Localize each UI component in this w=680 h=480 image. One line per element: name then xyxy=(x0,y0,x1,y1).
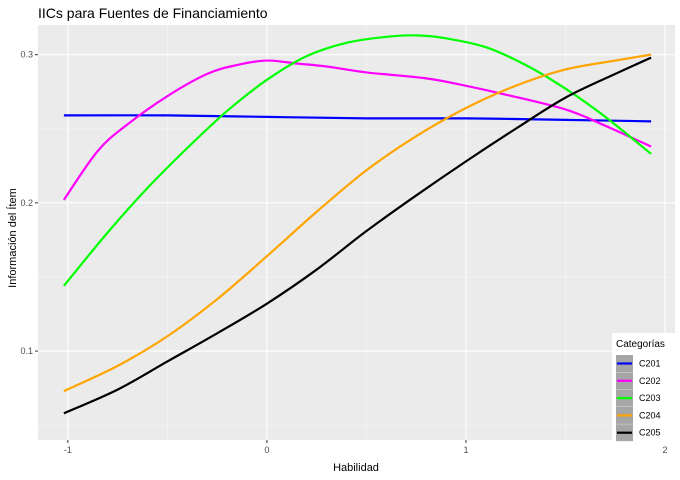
y-tick-label: 0.2 xyxy=(20,198,33,208)
chart-title: IICs para Fuentes de Financiamiento xyxy=(38,5,268,21)
x-tick-label: -1 xyxy=(64,445,72,455)
grid-minor-lines xyxy=(38,25,675,440)
series-line-c204 xyxy=(63,53,652,393)
x-axis-label: Habilidad xyxy=(333,462,379,474)
series-line-c202 xyxy=(62,59,652,201)
legend-label-c205: C205 xyxy=(639,428,661,438)
plot-panel xyxy=(38,25,675,440)
series-lines xyxy=(62,34,652,415)
series-line-c201 xyxy=(63,114,652,123)
y-axis: 0.1 0.2 0.3 xyxy=(20,50,38,356)
legend-label-c203: C203 xyxy=(639,393,661,403)
legend-title: Categorías xyxy=(616,339,665,350)
y-axis-label: Información del Ítem xyxy=(6,188,19,288)
x-tick-label: 0 xyxy=(264,445,269,455)
series-line-c205 xyxy=(63,56,652,415)
x-tick-label: 2 xyxy=(663,445,668,455)
x-axis: -1 0 1 2 xyxy=(64,440,668,455)
legend-label-c201: C201 xyxy=(639,359,661,369)
x-tick-label: 1 xyxy=(463,445,468,455)
legend-label-c204: C204 xyxy=(639,410,661,420)
y-tick-label: 0.1 xyxy=(20,346,33,356)
y-tick-label: 0.3 xyxy=(20,50,33,60)
legend-label-c202: C202 xyxy=(639,376,661,386)
legend-items: C201 C202 C203 C204 C205 xyxy=(616,355,661,442)
legend: Categorías C201 C202 C203 C204 C205 xyxy=(612,333,680,443)
